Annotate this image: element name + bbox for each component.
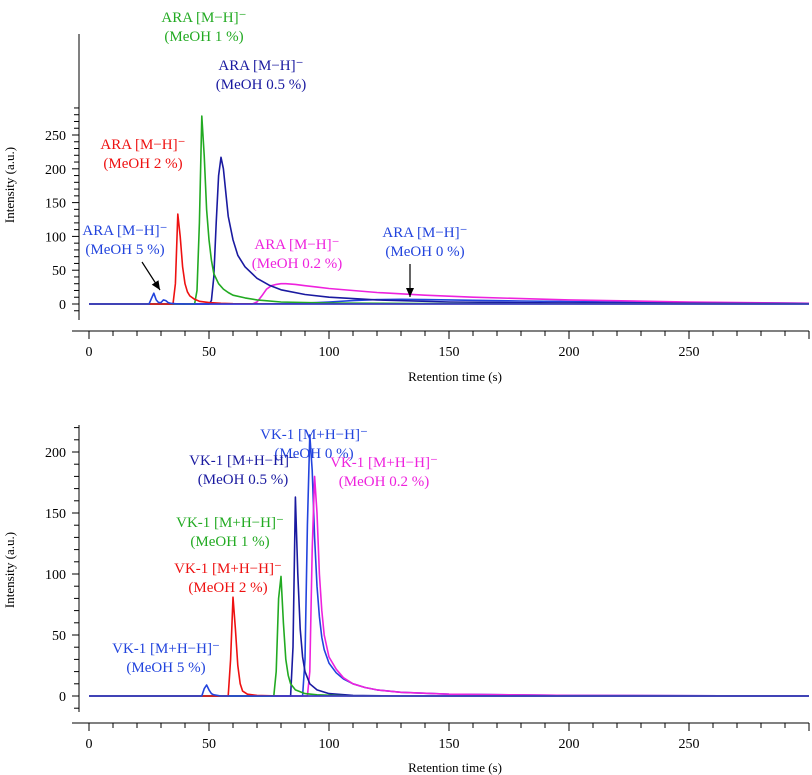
y-tick-label: 100: [45, 230, 66, 245]
series-line-vk-1-meoh-1-: [89, 575, 809, 697]
x-tick-label: 200: [559, 345, 580, 360]
arrow-head-icon: [406, 288, 414, 297]
y-tick-label: 200: [45, 446, 66, 461]
y-tick-label: 250: [45, 129, 66, 144]
peak-annotation-condition: (MeOH 0 %): [274, 446, 353, 462]
x-tick-label: 0: [86, 345, 93, 360]
chart-panel-2: 0 50 100 150 200 Intensity (a.u.) 0 50 100 150 200…: [2, 425, 810, 775]
peak-annotation-condition: (MeOH 2 %): [188, 580, 267, 596]
y-tick-label: 0: [59, 690, 66, 705]
x-tick-label: 150: [439, 345, 460, 360]
x-tick-label: 200: [559, 737, 580, 752]
peak-annotation-label: VK-1 [M+H−H]⁻: [260, 427, 368, 443]
peak-annotation-condition: (MeOH 0.2 %): [252, 256, 342, 272]
peak-annotation-label: ARA [M−H]⁻: [218, 58, 303, 74]
arrow-head-icon: [151, 280, 160, 290]
x-tick-label: 250: [679, 737, 700, 752]
y-axis-label: Intensity (a.u.): [2, 147, 17, 223]
x-tick-label: 50: [202, 737, 216, 752]
x-tick-label: 50: [202, 345, 216, 360]
x-tick-label: 100: [319, 737, 340, 752]
series-line-vk-1-meoh-0-2-: [89, 475, 810, 697]
peak-annotation-condition: (MeOH 0.2 %): [339, 474, 429, 490]
peak-annotation-condition: (MeOH 1 %): [164, 29, 243, 45]
y-tick-label: 100: [45, 568, 66, 583]
peak-annotation-label: ARA [M−H]⁻: [382, 225, 467, 241]
x-axis-label: Retention time (s): [408, 369, 502, 384]
peak-annotation-label: VK-1 [M+H−H]⁻: [330, 455, 438, 471]
peak-annotation-label: ARA [M−H]⁻: [254, 237, 339, 253]
y-axis-label: Intensity (a.u.): [2, 532, 17, 608]
peak-annotation-label: VK-1 [M+H−H]⁻: [174, 561, 282, 577]
peak-annotation-condition: (MeOH 1 %): [190, 534, 269, 550]
x-axis-label: Retention time (s): [408, 760, 502, 775]
x-tick-label: 250: [679, 345, 700, 360]
x-tick-label: 100: [319, 345, 340, 360]
chart-panel-1: 0 50 100 150 200 250 Intensity (a.u.) 0 50 100 150…: [2, 10, 810, 384]
series-line-vk-1-meoh-5-: [89, 684, 809, 697]
peak-annotation-condition: (MeOH 5 %): [126, 660, 205, 676]
peak-annotation-condition: (MeOH 5 %): [85, 242, 164, 258]
y-tick-label: 50: [52, 629, 66, 644]
peak-annotation-label: VK-1 [M+H−H]⁻: [112, 641, 220, 657]
y-tick-label: 150: [45, 197, 66, 212]
series-line-ara-meoh-5-: [89, 292, 809, 305]
series-line-ara-meoh-0-2-: [89, 282, 810, 305]
peak-annotation-condition: (MeOH 0 %): [385, 244, 464, 260]
y-tick-label: 150: [45, 507, 66, 522]
series-line-ara-meoh-0-5-: [89, 156, 810, 305]
peak-annotation-label: ARA [M−H]⁻: [100, 137, 185, 153]
y-tick-label: 0: [59, 298, 66, 313]
peak-annotation-condition: (MeOH 2 %): [103, 156, 182, 172]
y-tick-label: 50: [52, 264, 66, 279]
y-tick-label: 200: [45, 163, 66, 178]
series-line-ara-meoh-1-: [89, 115, 810, 305]
x-tick-label: 0: [86, 737, 93, 752]
peak-annotation-label: ARA [M−H]⁻: [161, 10, 246, 26]
peak-annotation-label: VK-1 [M+H−H]⁻: [176, 515, 284, 531]
peak-annotation-condition: (MeOH 0.5 %): [216, 77, 306, 93]
peak-annotation-label: ARA [M−H]⁻: [82, 223, 167, 239]
x-tick-label: 150: [439, 737, 460, 752]
peak-annotation-label: VK-1 [M+H−H]⁻: [189, 453, 297, 469]
peak-annotation-condition: (MeOH 0.5 %): [198, 472, 288, 488]
